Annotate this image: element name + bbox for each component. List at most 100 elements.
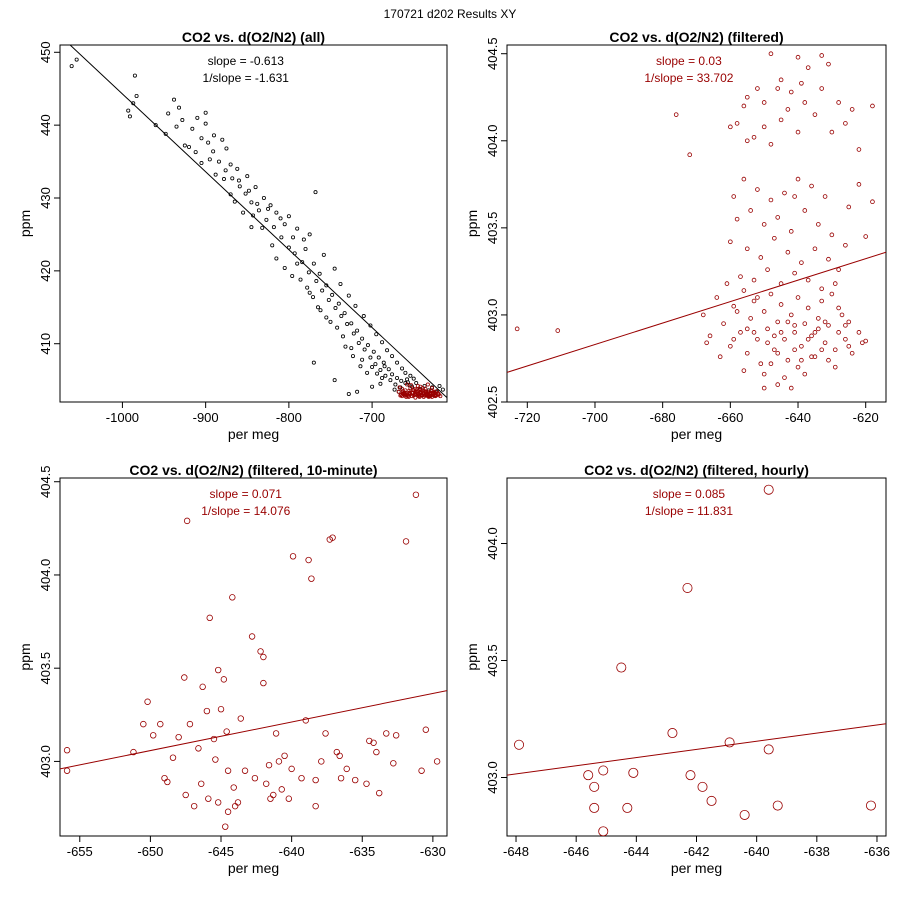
data-point [322,730,329,737]
data-point [321,252,326,257]
y-tick-label: 410 [38,333,53,355]
data-point [761,309,767,314]
data-point [819,86,825,91]
data-point [396,389,401,394]
data-point [589,781,600,792]
data-point [332,378,337,383]
data-point [380,375,385,380]
data-point [433,758,441,765]
data-point [366,737,373,745]
data-point [805,337,811,342]
data-point [333,306,338,311]
data-point [795,295,801,300]
data-point [313,190,318,195]
data-point [628,767,639,778]
y-tick-label: 404.0 [38,559,53,592]
data-point [812,354,818,360]
x-tick-label: -660 [717,410,743,425]
data-point [775,215,781,220]
data-point [751,134,757,140]
data-point [388,378,393,383]
data-point [390,354,395,359]
data-point [235,166,240,171]
data-point [849,107,855,112]
data-point [267,795,274,802]
y-axis-label: ppm [17,210,33,237]
data-point [266,206,271,211]
data-point [164,778,171,786]
data-point [268,203,273,208]
data-point [856,330,862,335]
data-point [744,326,750,332]
data-point [763,744,774,755]
data-point [265,761,273,769]
data-point [213,172,218,177]
data-point [311,295,316,300]
data-point [180,118,185,123]
data-point [232,199,237,204]
data-point [315,305,320,310]
data-point [700,312,706,318]
data-point [356,340,361,345]
data-point [809,333,814,339]
data-point [376,355,381,360]
data-point [822,340,828,346]
data-point [195,115,200,120]
panel-title: CO2 vs. d(O2/N2) (filtered) [609,29,783,45]
data-point [795,54,801,60]
data-point [589,802,600,813]
data-point [220,676,228,683]
data-point [422,726,430,733]
data-point [405,382,410,387]
data-point [224,146,229,151]
data-point [856,147,862,152]
data-point [765,267,770,272]
data-point [423,389,428,394]
data-point [799,260,804,265]
data-point [157,720,164,728]
data-point [246,188,251,193]
data-point [870,199,875,205]
data-point [181,674,188,681]
data-point [371,349,376,354]
data-point [514,326,520,332]
data-point [63,747,71,754]
slope-annotation: slope = 0.071 [210,487,283,501]
data-point [399,378,404,383]
data-point [365,370,370,375]
data-point [785,319,791,325]
data-point [198,780,205,787]
data-point [792,323,797,328]
data-point [734,121,740,126]
data-point [792,270,797,276]
data-point [755,337,760,342]
x-tick-label: -650 [137,844,163,859]
data-point [772,800,783,811]
data-point [312,802,319,810]
data-point [324,283,329,288]
data-point [799,81,804,86]
data-point [704,340,709,346]
data-point [249,225,254,230]
inverse-slope-annotation: 1/slope = 33.702 [644,71,733,85]
data-point [430,386,435,391]
data-point [257,648,264,655]
data-point [728,343,733,349]
data-point [205,795,212,802]
data-point [822,319,828,325]
data-point [415,389,420,394]
panel-1: CO2 vs. d(O2/N2) (all) -1000 -900 -800 -700 4… [17,29,448,442]
x-tick-label: -630 [420,844,446,859]
panel-title: CO2 vs. d(O2/N2) (filtered, 10-minute) [129,462,377,478]
y-tick-label: 404.0 [485,527,500,560]
data-point [846,343,852,349]
x-tick-label: -700 [582,410,608,425]
data-point [199,161,204,166]
data-point [351,776,359,784]
data-point [163,131,168,136]
data-point [349,321,354,326]
data-point [288,765,295,773]
data-point [314,279,319,284]
data-point [413,386,418,391]
data-point [186,720,194,728]
